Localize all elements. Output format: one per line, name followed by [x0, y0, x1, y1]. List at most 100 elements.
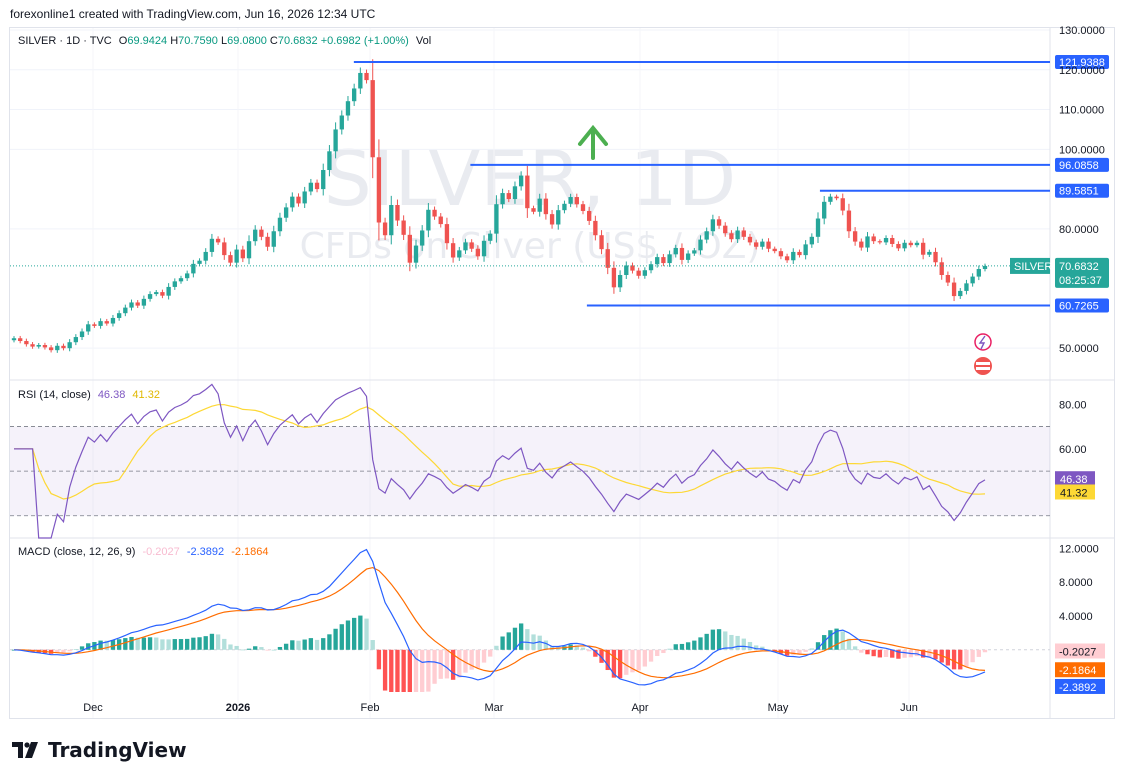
- macd-histogram-bar: [865, 649, 870, 655]
- macd-histogram-bar: [518, 623, 524, 650]
- macd-histogram-bar: [525, 629, 530, 650]
- candle-body: [679, 247, 685, 260]
- us-flag-icon[interactable]: [974, 357, 992, 375]
- candle-body: [525, 175, 530, 209]
- candle-body: [896, 243, 901, 249]
- candle-body: [246, 241, 252, 259]
- legend-c-label: C: [269, 35, 278, 47]
- macd-histogram-bar: [685, 642, 691, 650]
- candle-body: [185, 273, 190, 279]
- candle-body: [481, 240, 487, 257]
- macd-histogram-bar: [376, 649, 382, 670]
- candle-body: [747, 236, 753, 243]
- time-tick-label: Mar: [485, 702, 504, 714]
- candle-body: [469, 242, 474, 249]
- symbol-badge-label: SILVER: [1014, 261, 1052, 273]
- candle-body: [803, 244, 808, 256]
- candle-body: [673, 247, 678, 255]
- candle-body: [203, 251, 208, 261]
- candle-body: [30, 344, 35, 347]
- candle-body: [327, 151, 332, 170]
- candle-body: [154, 292, 159, 295]
- macd-histogram-bar: [624, 649, 629, 675]
- macd-title[interactable]: MACD (close, 12, 26, 9): [18, 546, 136, 558]
- macd-histogram-bar: [382, 649, 388, 691]
- candle-body: [197, 260, 202, 264]
- candle-body: [18, 338, 23, 342]
- macd-histogram-bar: [191, 637, 196, 650]
- candle-body: [73, 337, 79, 343]
- candle-body: [98, 321, 103, 326]
- candle-body: [277, 217, 283, 232]
- candle-body: [890, 238, 895, 244]
- time-tick-label: Feb: [361, 702, 380, 714]
- price-tick-label: 50.0000: [1059, 343, 1099, 355]
- legend-volume: Vol: [415, 35, 432, 47]
- rsi-legend: RSI (14, close) 46.38 41.32: [18, 389, 164, 401]
- macd-histogram-bar: [166, 639, 171, 650]
- candle-body: [927, 251, 932, 255]
- tradingview-logo[interactable]: TradingView: [12, 738, 187, 762]
- macd-histogram-bar: [123, 638, 128, 650]
- candle-body: [450, 243, 456, 258]
- macd-signal-value-badge: [1055, 662, 1105, 678]
- macd-histogram-bar: [444, 649, 450, 679]
- macd-histogram-bar: [135, 637, 140, 650]
- macd-histogram-bar: [859, 649, 864, 653]
- rsi-title[interactable]: RSI (14, close): [18, 389, 91, 401]
- candle-body: [426, 209, 431, 231]
- legend-high: 70.7590: [178, 35, 218, 47]
- rsi-value: 46.38: [97, 389, 126, 401]
- candle-body: [865, 236, 870, 248]
- legend-o-label: O: [118, 35, 128, 47]
- macd-histogram-bar: [488, 649, 493, 657]
- macd-histogram-bar: [617, 649, 623, 679]
- macd-histogram-bar: [704, 633, 709, 650]
- rsi-value-badge: [1055, 471, 1095, 487]
- macd-histogram-bar: [661, 649, 666, 654]
- macd-histogram-bar: [413, 649, 419, 692]
- legend-h-label: H: [170, 35, 179, 47]
- rsi-tick-label: 80.00: [1059, 399, 1087, 411]
- rsi-ma-badge: [1055, 484, 1095, 500]
- candle-body: [729, 233, 734, 240]
- macd-histogram-bar: [958, 649, 963, 670]
- candle-body: [723, 225, 728, 234]
- candle-body: [36, 345, 41, 347]
- macd-histogram-bar: [228, 644, 233, 650]
- tradingview-logo-icon: [12, 742, 38, 758]
- rsi-ma-value: 41.32: [132, 389, 160, 401]
- candle-body: [685, 253, 691, 260]
- candle-body: [667, 254, 672, 264]
- macd-histogram-bar: [475, 649, 481, 669]
- legend-symbol[interactable]: SILVER · 1D · TVC: [18, 35, 112, 47]
- candle-body: [265, 236, 270, 247]
- candle-body: [933, 251, 938, 263]
- macd-histogram-bar: [506, 632, 511, 650]
- candle-body: [970, 276, 975, 284]
- candle-body: [395, 205, 400, 221]
- candle-body: [587, 210, 592, 221]
- macd-hist-value: -0.2027: [142, 546, 180, 558]
- legend-l-label: L: [220, 35, 228, 47]
- candle-body: [531, 208, 536, 212]
- candle-body: [859, 241, 864, 248]
- candle-body: [766, 241, 771, 249]
- macd-histogram-bar: [964, 649, 969, 667]
- candle-body: [296, 196, 301, 204]
- candle-body: [141, 298, 147, 306]
- macd-histogram-bar: [648, 649, 654, 662]
- macd-histogram-bar: [314, 639, 320, 650]
- candle-body: [964, 283, 969, 291]
- rsi-ma-label: 41.32: [1060, 487, 1088, 499]
- macd-histogram-bar: [914, 649, 920, 657]
- lightning-icon[interactable]: [974, 333, 992, 351]
- macd-histogram-bar: [296, 640, 301, 650]
- macd-histogram-bar: [339, 624, 344, 650]
- last-price-badge: [1055, 257, 1109, 288]
- macd-histogram-bar: [871, 649, 876, 657]
- legend-open: 69.9424: [127, 35, 168, 47]
- macd-histogram-bar: [716, 629, 722, 650]
- price-tick-label: 100.0000: [1059, 144, 1105, 156]
